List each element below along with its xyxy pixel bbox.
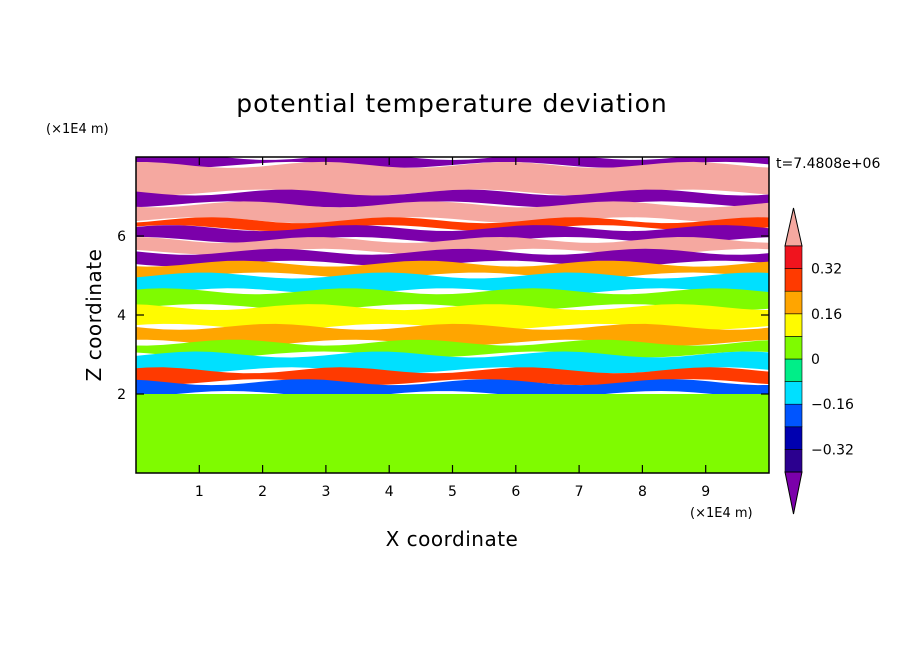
colorbar-bin: [784, 268, 803, 292]
x-tick-label: 7: [575, 484, 584, 500]
x-tick-label: 1: [195, 484, 204, 500]
colorbar-bin: [784, 358, 803, 382]
x-tick-label: 8: [638, 484, 647, 500]
x-axis-label: X coordinate: [386, 527, 519, 551]
colorbar-tick-label: 0.32: [811, 262, 842, 278]
field-band: [136, 351, 769, 374]
colorbar-bin: [784, 245, 803, 269]
colorbar-tick-label: 0.16: [811, 307, 842, 323]
colorbar-bin: [784, 426, 803, 450]
field-band: [136, 260, 769, 279]
time-label: t=7.4808e+06: [776, 156, 880, 172]
colorbar-bin: [784, 336, 803, 360]
field-band: [136, 237, 769, 255]
colorbar-bin: [784, 449, 803, 473]
x-axis-ticks: 1 2 3 4 5 6 7 8 9: [195, 157, 710, 500]
y-unit-label: (×1E4 m): [46, 122, 109, 137]
x-tick-label: 3: [321, 484, 330, 500]
field-band: [136, 379, 769, 397]
field-band: [136, 394, 769, 473]
colorbar-tick-label: −0.32: [811, 442, 854, 458]
x-tick-label: 6: [511, 484, 520, 500]
colorbar-under-arrow: [784, 471, 803, 515]
x-tick-label: 2: [258, 484, 267, 500]
x-tick-label: 4: [385, 484, 394, 500]
colorbar-bin: [784, 403, 803, 428]
field-band: [136, 217, 769, 232]
field-band: [136, 272, 769, 295]
colorbar: 0.32 0.16 0 −0.16 −0.32: [784, 207, 854, 515]
y-tick-label: 4: [117, 308, 126, 324]
colorbar-over-arrow: [784, 207, 803, 247]
y-axis-label: Z coordinate: [82, 249, 106, 382]
x-unit-label: (×1E4 m): [690, 506, 753, 521]
colorbar-bin: [784, 313, 803, 337]
colorbar-tick-label: 0: [811, 352, 820, 368]
x-tick-label: 9: [701, 484, 710, 500]
field-band: [136, 161, 769, 196]
y-tick-label: 2: [117, 387, 126, 403]
colorbar-bin: [784, 381, 803, 405]
colorbar-tick-label: −0.16: [811, 397, 854, 413]
contour-field: [136, 157, 769, 473]
colorbar-bin: [784, 290, 803, 315]
field-band: [136, 367, 769, 386]
x-tick-label: 5: [448, 484, 457, 500]
field-band: [136, 339, 769, 358]
field-band: [136, 201, 769, 224]
field-band: [136, 304, 769, 330]
chart-title: potential temperature deviation: [236, 89, 667, 118]
y-axis-ticks: 2 4 6: [117, 229, 769, 403]
y-tick-label: 6: [117, 229, 126, 245]
